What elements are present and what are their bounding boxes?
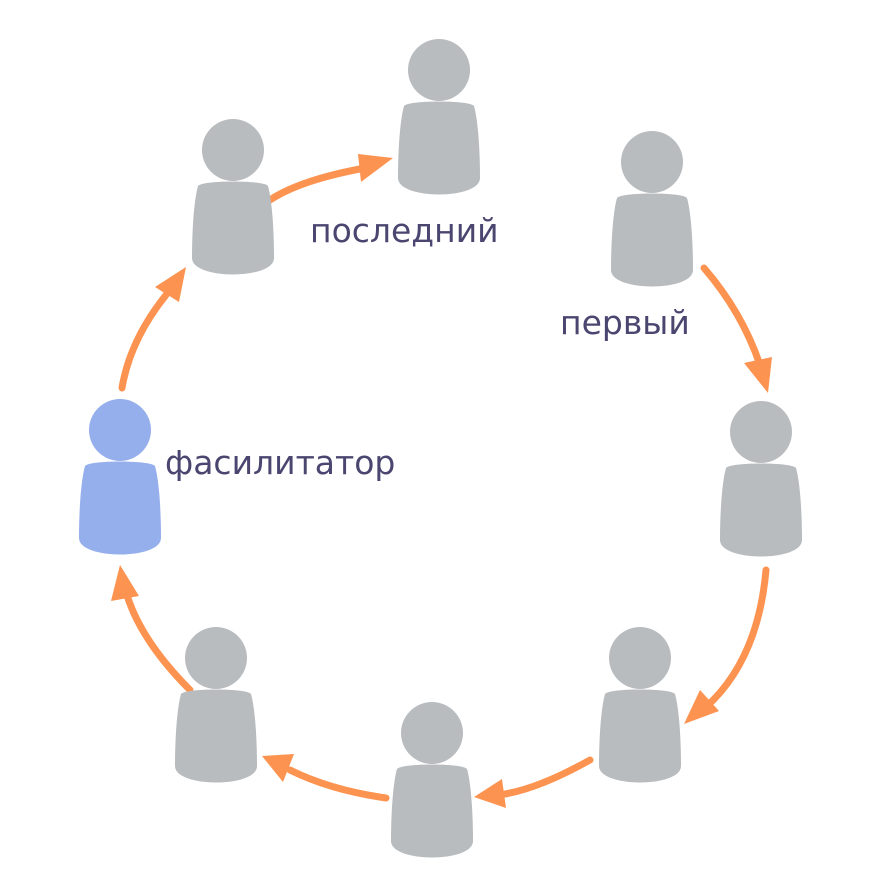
arrow-to-bottom-person xyxy=(474,756,594,808)
person-lower-left-icon xyxy=(175,627,257,783)
person-lower-right-icon xyxy=(599,627,681,783)
arrows xyxy=(111,154,772,808)
person-first-icon xyxy=(611,131,693,287)
person-bottom-icon xyxy=(391,702,473,858)
arrow-to-top-person xyxy=(266,154,393,204)
label-last: последний xyxy=(310,211,499,250)
people xyxy=(79,39,802,858)
label-first: первый xyxy=(560,303,690,342)
person-right-icon xyxy=(720,401,802,557)
arrow-to-top-left-person xyxy=(118,267,186,392)
label-facilitator: фасилитатор xyxy=(165,443,396,482)
arrow-to-right-person xyxy=(700,264,772,393)
arrow-to-facilitator xyxy=(111,565,194,694)
person-top-icon xyxy=(398,39,480,195)
arrow-to-lower-right-person xyxy=(684,566,770,724)
person-top-left-icon xyxy=(192,119,274,275)
person-facilitator-icon xyxy=(79,399,161,555)
arrow-to-lower-left-person xyxy=(262,754,390,802)
